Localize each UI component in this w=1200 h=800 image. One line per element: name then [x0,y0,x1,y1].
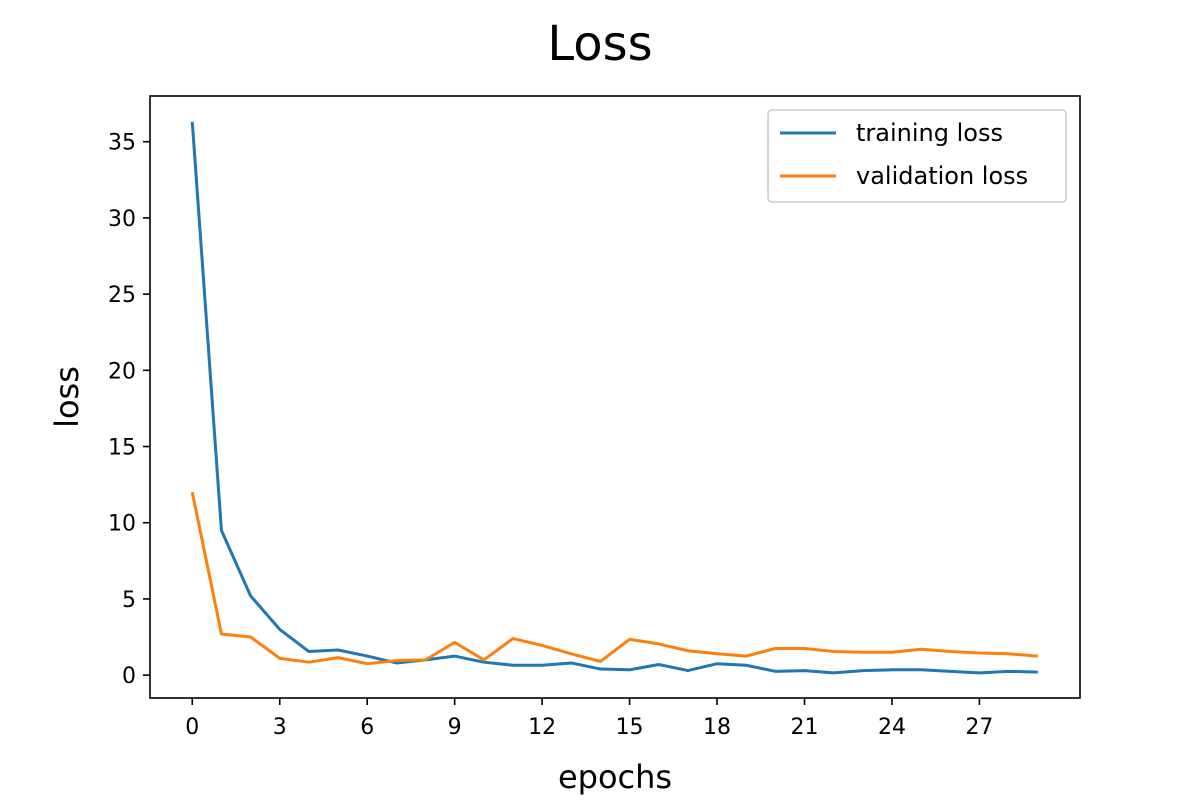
x-tick-label: 0 [185,715,199,740]
legend-label-training-loss: training loss [856,119,1003,147]
y-tick-label: 20 [108,359,136,384]
x-tick-label: 12 [528,715,556,740]
series-line-validation-loss [192,492,1037,663]
y-tick-label: 35 [108,131,136,156]
x-tick-label: 27 [965,715,993,740]
x-tick-label: 15 [616,715,644,740]
x-tick-label: 6 [360,715,374,740]
x-tick-label: 9 [448,715,462,740]
y-tick-label: 15 [108,436,136,461]
y-axis-label: loss [48,366,86,428]
x-tick-label: 3 [273,715,287,740]
x-tick-label: 21 [790,715,818,740]
x-tick-label: 18 [703,715,731,740]
x-axis-label: epochs [558,758,672,796]
y-tick-label: 5 [122,588,136,613]
y-tick-label: 10 [108,512,136,537]
y-tick-label: 25 [108,283,136,308]
legend-label-validation-loss: validation loss [856,162,1028,190]
y-tick-label: 30 [108,207,136,232]
series-line-training-loss [192,122,1037,673]
chart-title: Loss [547,16,652,72]
y-tick-label: 0 [122,664,136,689]
x-tick-label: 24 [878,715,906,740]
